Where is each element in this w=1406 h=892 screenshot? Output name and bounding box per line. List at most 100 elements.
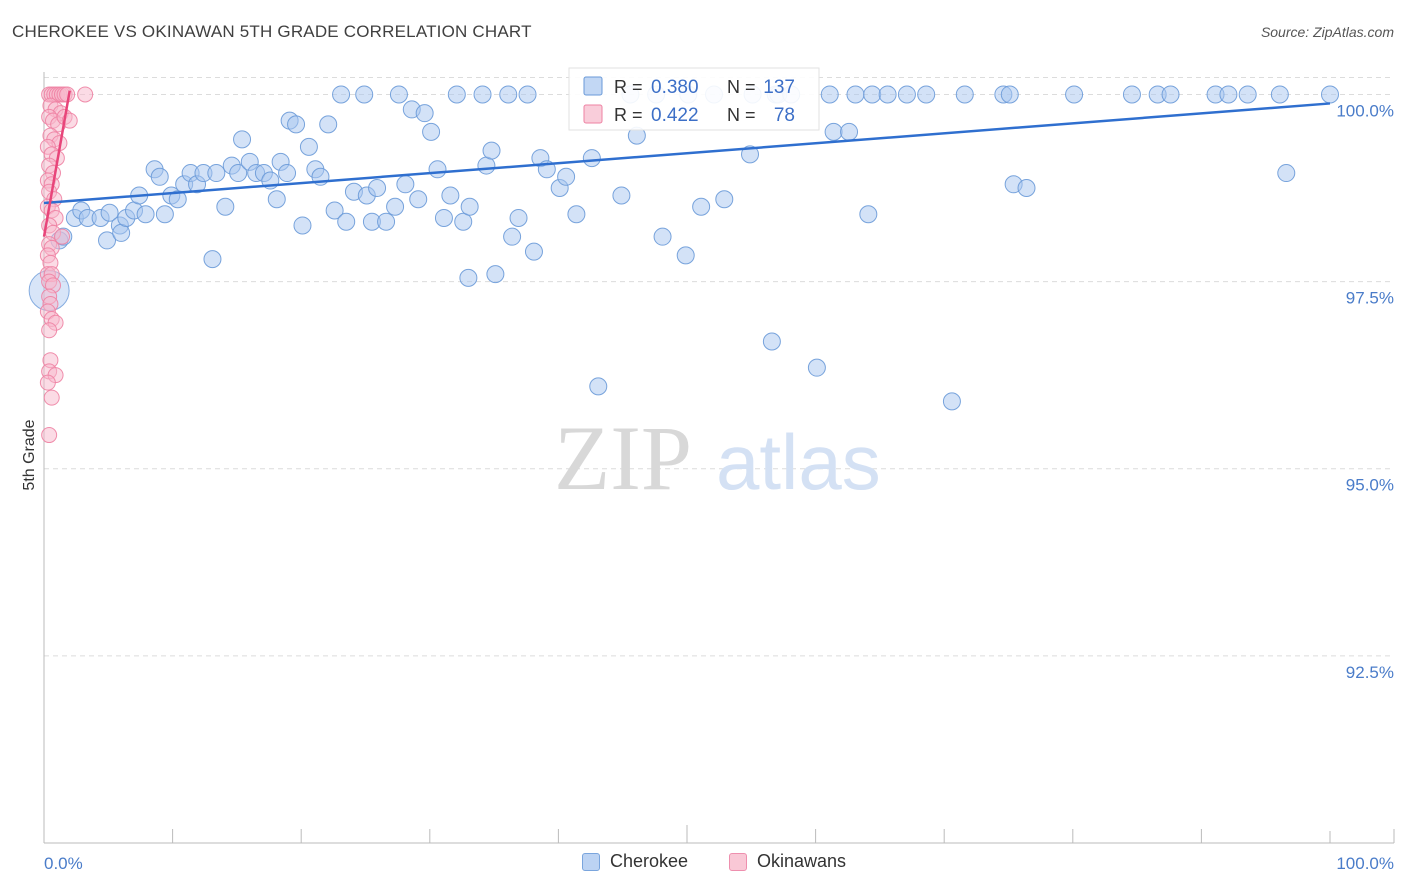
cherokee-point xyxy=(1122,85,1141,104)
cherokee-point xyxy=(428,160,447,179)
cherokee-point xyxy=(518,85,537,104)
cherokee-point xyxy=(168,190,187,209)
cherokee-point xyxy=(846,85,865,104)
cherokee-point xyxy=(434,208,453,227)
cherokee-point xyxy=(229,164,248,183)
legend-n-value: 137 xyxy=(763,77,795,98)
cherokee-swatch xyxy=(582,852,600,871)
cherokee-point xyxy=(762,332,781,351)
cherokee-point xyxy=(473,85,492,104)
cherokee-point xyxy=(955,85,974,104)
cherokee-point xyxy=(1161,85,1180,104)
cherokee-point xyxy=(859,205,878,224)
cherokee-point xyxy=(441,186,460,205)
legend-label-cherokee: Cherokee xyxy=(610,851,689,871)
legend-n-label: N = xyxy=(727,77,756,97)
y-tick-label: 100.0% xyxy=(1336,101,1394,120)
cherokee-point xyxy=(863,85,882,104)
legend-item-cherokee[interactable]: Cherokee xyxy=(582,851,688,872)
okinawan-point xyxy=(39,374,56,391)
okinawan-trend-line xyxy=(42,90,71,237)
legend-swatch xyxy=(583,76,603,96)
cherokee-point xyxy=(840,122,859,141)
okinawan-point xyxy=(77,86,94,103)
cherokee-point xyxy=(150,167,169,186)
cherokee-point xyxy=(1277,164,1296,183)
legend-item-okinawans[interactable]: Okinawans xyxy=(729,851,846,872)
watermark-zip: ZIP xyxy=(554,407,692,509)
cherokee-point xyxy=(715,190,734,209)
cherokee-point xyxy=(293,216,312,235)
okinawan-point xyxy=(41,322,58,339)
cherokee-point xyxy=(1017,179,1036,198)
cherokee-point xyxy=(692,197,711,216)
x-tick-labels: 0.0% 100.0% xyxy=(44,854,1394,873)
cherokee-point xyxy=(1321,85,1339,104)
legend-r-label: R = xyxy=(614,105,643,125)
cherokee-points xyxy=(28,85,1339,411)
cherokee-point xyxy=(1270,85,1289,104)
okinawan-point xyxy=(54,228,71,245)
cherokee-point xyxy=(477,156,496,175)
cherokee-point xyxy=(203,250,222,269)
cherokee-point xyxy=(267,190,286,209)
cherokee-point xyxy=(155,205,174,224)
cherokee-point xyxy=(824,122,843,141)
cherokee-point xyxy=(807,358,826,377)
cherokee-point xyxy=(278,164,297,183)
legend-box xyxy=(568,67,820,131)
cherokee-point xyxy=(216,197,235,216)
cherokee-point xyxy=(582,149,601,168)
cherokee-point xyxy=(355,85,374,104)
cherokee-point xyxy=(917,85,936,104)
legend-n-label: N = xyxy=(727,105,756,125)
cherokee-point xyxy=(1065,85,1084,104)
cherokee-point xyxy=(377,212,396,231)
cherokee-point xyxy=(653,227,672,246)
cherokee-point xyxy=(942,392,961,411)
y-tick-labels: 100.0% 97.5% 95.0% 92.5% xyxy=(1336,101,1394,681)
cherokee-point xyxy=(878,85,897,104)
legend-label-okinawans: Okinawans xyxy=(757,851,847,871)
cherokee-point xyxy=(567,205,586,224)
okinawans-swatch xyxy=(729,852,747,871)
cherokee-point xyxy=(1000,85,1019,104)
cherokee-point xyxy=(409,190,428,209)
cherokee-point xyxy=(741,145,760,164)
legend-n-value: 78 xyxy=(774,105,795,126)
y-tick-label: 92.5% xyxy=(1346,663,1394,682)
stats-legend: R = 0.380 N = 137 R = 0.422 N = 78 xyxy=(568,67,820,131)
cherokee-point xyxy=(676,246,695,265)
cherokee-point xyxy=(287,115,306,134)
trend-lines xyxy=(42,90,1331,237)
cherokee-point xyxy=(509,208,528,227)
cherokee-point xyxy=(422,122,441,141)
cherokee-point xyxy=(503,227,522,246)
legend-r-value: 0.380 xyxy=(651,77,699,98)
cherokee-point xyxy=(897,85,916,104)
cherokee-point xyxy=(386,197,405,216)
cherokee-point xyxy=(332,85,351,104)
cherokee-point xyxy=(447,85,466,104)
x-tick-label: 100.0% xyxy=(1336,854,1394,873)
legend-r-label: R = xyxy=(614,77,643,97)
legend-r-value: 0.422 xyxy=(651,105,699,126)
cherokee-point xyxy=(459,268,478,287)
bottom-legend: Cherokee Okinawans xyxy=(0,851,1406,877)
cherokee-point xyxy=(319,115,338,134)
legend-swatch xyxy=(583,104,603,124)
cherokee-point xyxy=(454,212,473,231)
source-label: Source: ZipAtlas.com xyxy=(1260,24,1394,40)
cherokee-point xyxy=(415,104,434,123)
cherokee-point xyxy=(389,85,408,104)
cherokee-point xyxy=(207,164,226,183)
cherokee-point xyxy=(460,197,479,216)
cherokee-point xyxy=(524,242,543,261)
cherokee-point xyxy=(233,130,252,149)
cherokee-point xyxy=(589,377,608,396)
cherokee-trend-line xyxy=(43,102,1331,205)
y-tick-label: 95.0% xyxy=(1346,476,1394,495)
cherokee-point xyxy=(396,175,415,194)
cherokee-point xyxy=(337,212,356,231)
